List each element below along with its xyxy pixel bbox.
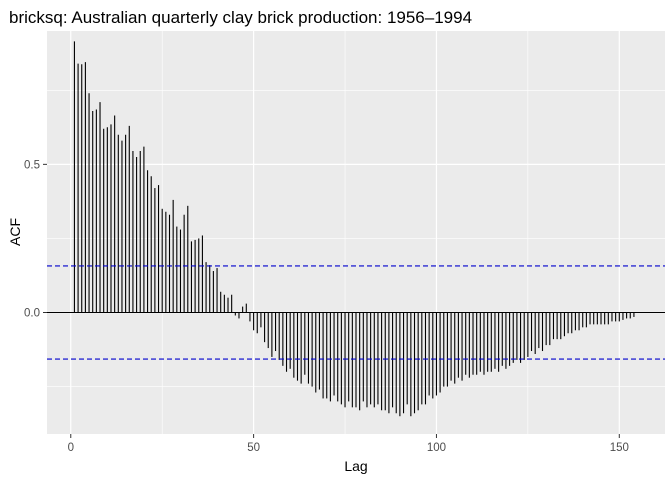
y-axis-ticks: 0.0 0.5 <box>24 159 47 320</box>
y-tick-label: 0.0 <box>24 308 40 320</box>
x-axis-ticks: 0 50 100 150 <box>68 434 629 454</box>
chart-title: bricksq: Australian quarterly clay brick… <box>9 8 472 27</box>
x-tick-label: 100 <box>427 442 446 454</box>
x-tick-label: 0 <box>68 442 74 454</box>
y-axis-title: ACF <box>7 218 23 246</box>
confidence-bounds <box>47 265 665 360</box>
x-tick-label: 150 <box>610 442 629 454</box>
x-tick-label: 50 <box>247 442 260 454</box>
acf-bars <box>73 41 635 417</box>
x-axis-title: Lag <box>344 458 367 474</box>
y-tick-label: 0.5 <box>24 159 40 171</box>
